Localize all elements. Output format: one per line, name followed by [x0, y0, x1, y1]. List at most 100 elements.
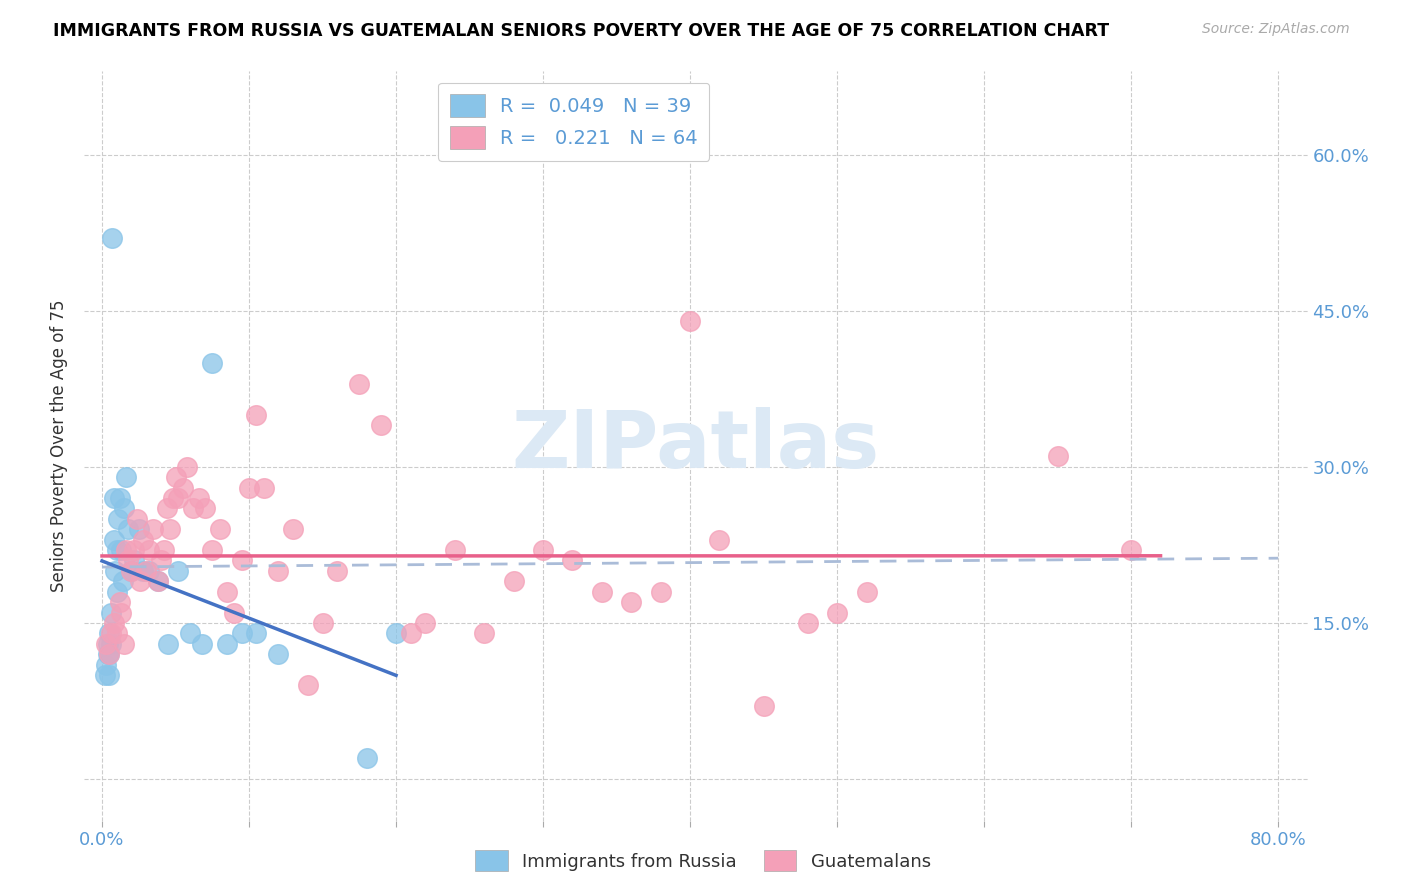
Point — [167, 491, 190, 505]
Point — [103, 491, 125, 505]
Point — [679, 314, 702, 328]
Point — [146, 574, 169, 589]
Point — [138, 564, 160, 578]
Point — [201, 543, 224, 558]
Point — [142, 522, 165, 536]
Point — [208, 522, 231, 536]
Point — [117, 522, 139, 536]
Point — [114, 470, 136, 484]
Point — [825, 606, 848, 620]
Point — [162, 491, 184, 505]
Point — [114, 543, 136, 558]
Point — [120, 564, 142, 578]
Point — [502, 574, 524, 589]
Point — [110, 606, 132, 620]
Point — [149, 553, 172, 567]
Point — [253, 481, 276, 495]
Point — [385, 626, 408, 640]
Point — [215, 584, 238, 599]
Point — [98, 647, 121, 661]
Point — [399, 626, 422, 640]
Point — [105, 584, 128, 599]
Point — [267, 564, 290, 578]
Point — [124, 553, 146, 567]
Point — [129, 574, 152, 589]
Point — [105, 543, 128, 558]
Point — [201, 356, 224, 370]
Point — [107, 512, 129, 526]
Point — [104, 564, 127, 578]
Point — [311, 615, 333, 630]
Point — [370, 418, 392, 433]
Point — [356, 751, 378, 765]
Point — [231, 553, 253, 567]
Point — [98, 647, 121, 661]
Point — [349, 376, 371, 391]
Y-axis label: Seniors Poverty Over the Age of 75: Seniors Poverty Over the Age of 75 — [51, 300, 69, 592]
Point — [103, 615, 125, 630]
Point — [415, 615, 437, 630]
Point — [215, 637, 238, 651]
Point — [1121, 543, 1143, 558]
Point — [245, 626, 267, 640]
Point — [94, 668, 117, 682]
Point — [112, 637, 135, 651]
Point — [231, 626, 253, 640]
Point — [152, 543, 174, 558]
Point — [156, 501, 179, 516]
Point — [96, 657, 118, 672]
Point — [167, 564, 190, 578]
Point — [98, 668, 121, 682]
Point — [709, 533, 731, 547]
Point — [591, 584, 613, 599]
Point — [176, 459, 198, 474]
Point — [267, 647, 290, 661]
Point — [1046, 450, 1069, 464]
Point — [132, 533, 155, 547]
Point — [105, 626, 128, 640]
Point — [124, 543, 146, 558]
Point — [326, 564, 349, 578]
Legend: R =  0.049   N = 39, R =   0.221   N = 64: R = 0.049 N = 39, R = 0.221 N = 64 — [437, 83, 710, 161]
Point — [103, 533, 125, 547]
Point — [157, 637, 180, 651]
Point — [97, 647, 120, 661]
Point — [752, 699, 775, 714]
Point — [97, 637, 120, 651]
Point — [138, 543, 160, 558]
Text: IMMIGRANTS FROM RUSSIA VS GUATEMALAN SENIORS POVERTY OVER THE AGE OF 75 CORRELAT: IMMIGRANTS FROM RUSSIA VS GUATEMALAN SEN… — [53, 22, 1109, 40]
Point — [855, 584, 877, 599]
Point — [188, 491, 211, 505]
Text: ZIPatlas: ZIPatlas — [512, 407, 880, 485]
Point — [172, 481, 194, 495]
Point — [191, 637, 214, 651]
Point — [110, 543, 132, 558]
Point — [561, 553, 583, 567]
Point — [100, 606, 122, 620]
Point — [101, 231, 124, 245]
Point — [146, 574, 169, 589]
Point — [98, 626, 121, 640]
Point — [224, 606, 246, 620]
Point — [238, 481, 260, 495]
Point — [128, 522, 150, 536]
Point — [159, 522, 181, 536]
Text: Source: ZipAtlas.com: Source: ZipAtlas.com — [1202, 22, 1350, 37]
Point — [297, 678, 319, 692]
Point — [444, 543, 467, 558]
Point — [531, 543, 554, 558]
Point — [132, 564, 155, 578]
Point — [108, 595, 131, 609]
Point — [108, 491, 131, 505]
Point — [100, 637, 122, 651]
Point — [620, 595, 643, 609]
Point — [179, 626, 201, 640]
Point — [111, 574, 134, 589]
Legend: Immigrants from Russia, Guatemalans: Immigrants from Russia, Guatemalans — [468, 843, 938, 879]
Point — [117, 553, 139, 567]
Point — [181, 501, 204, 516]
Point — [135, 564, 157, 578]
Point — [650, 584, 672, 599]
Point — [472, 626, 495, 640]
Point — [796, 615, 818, 630]
